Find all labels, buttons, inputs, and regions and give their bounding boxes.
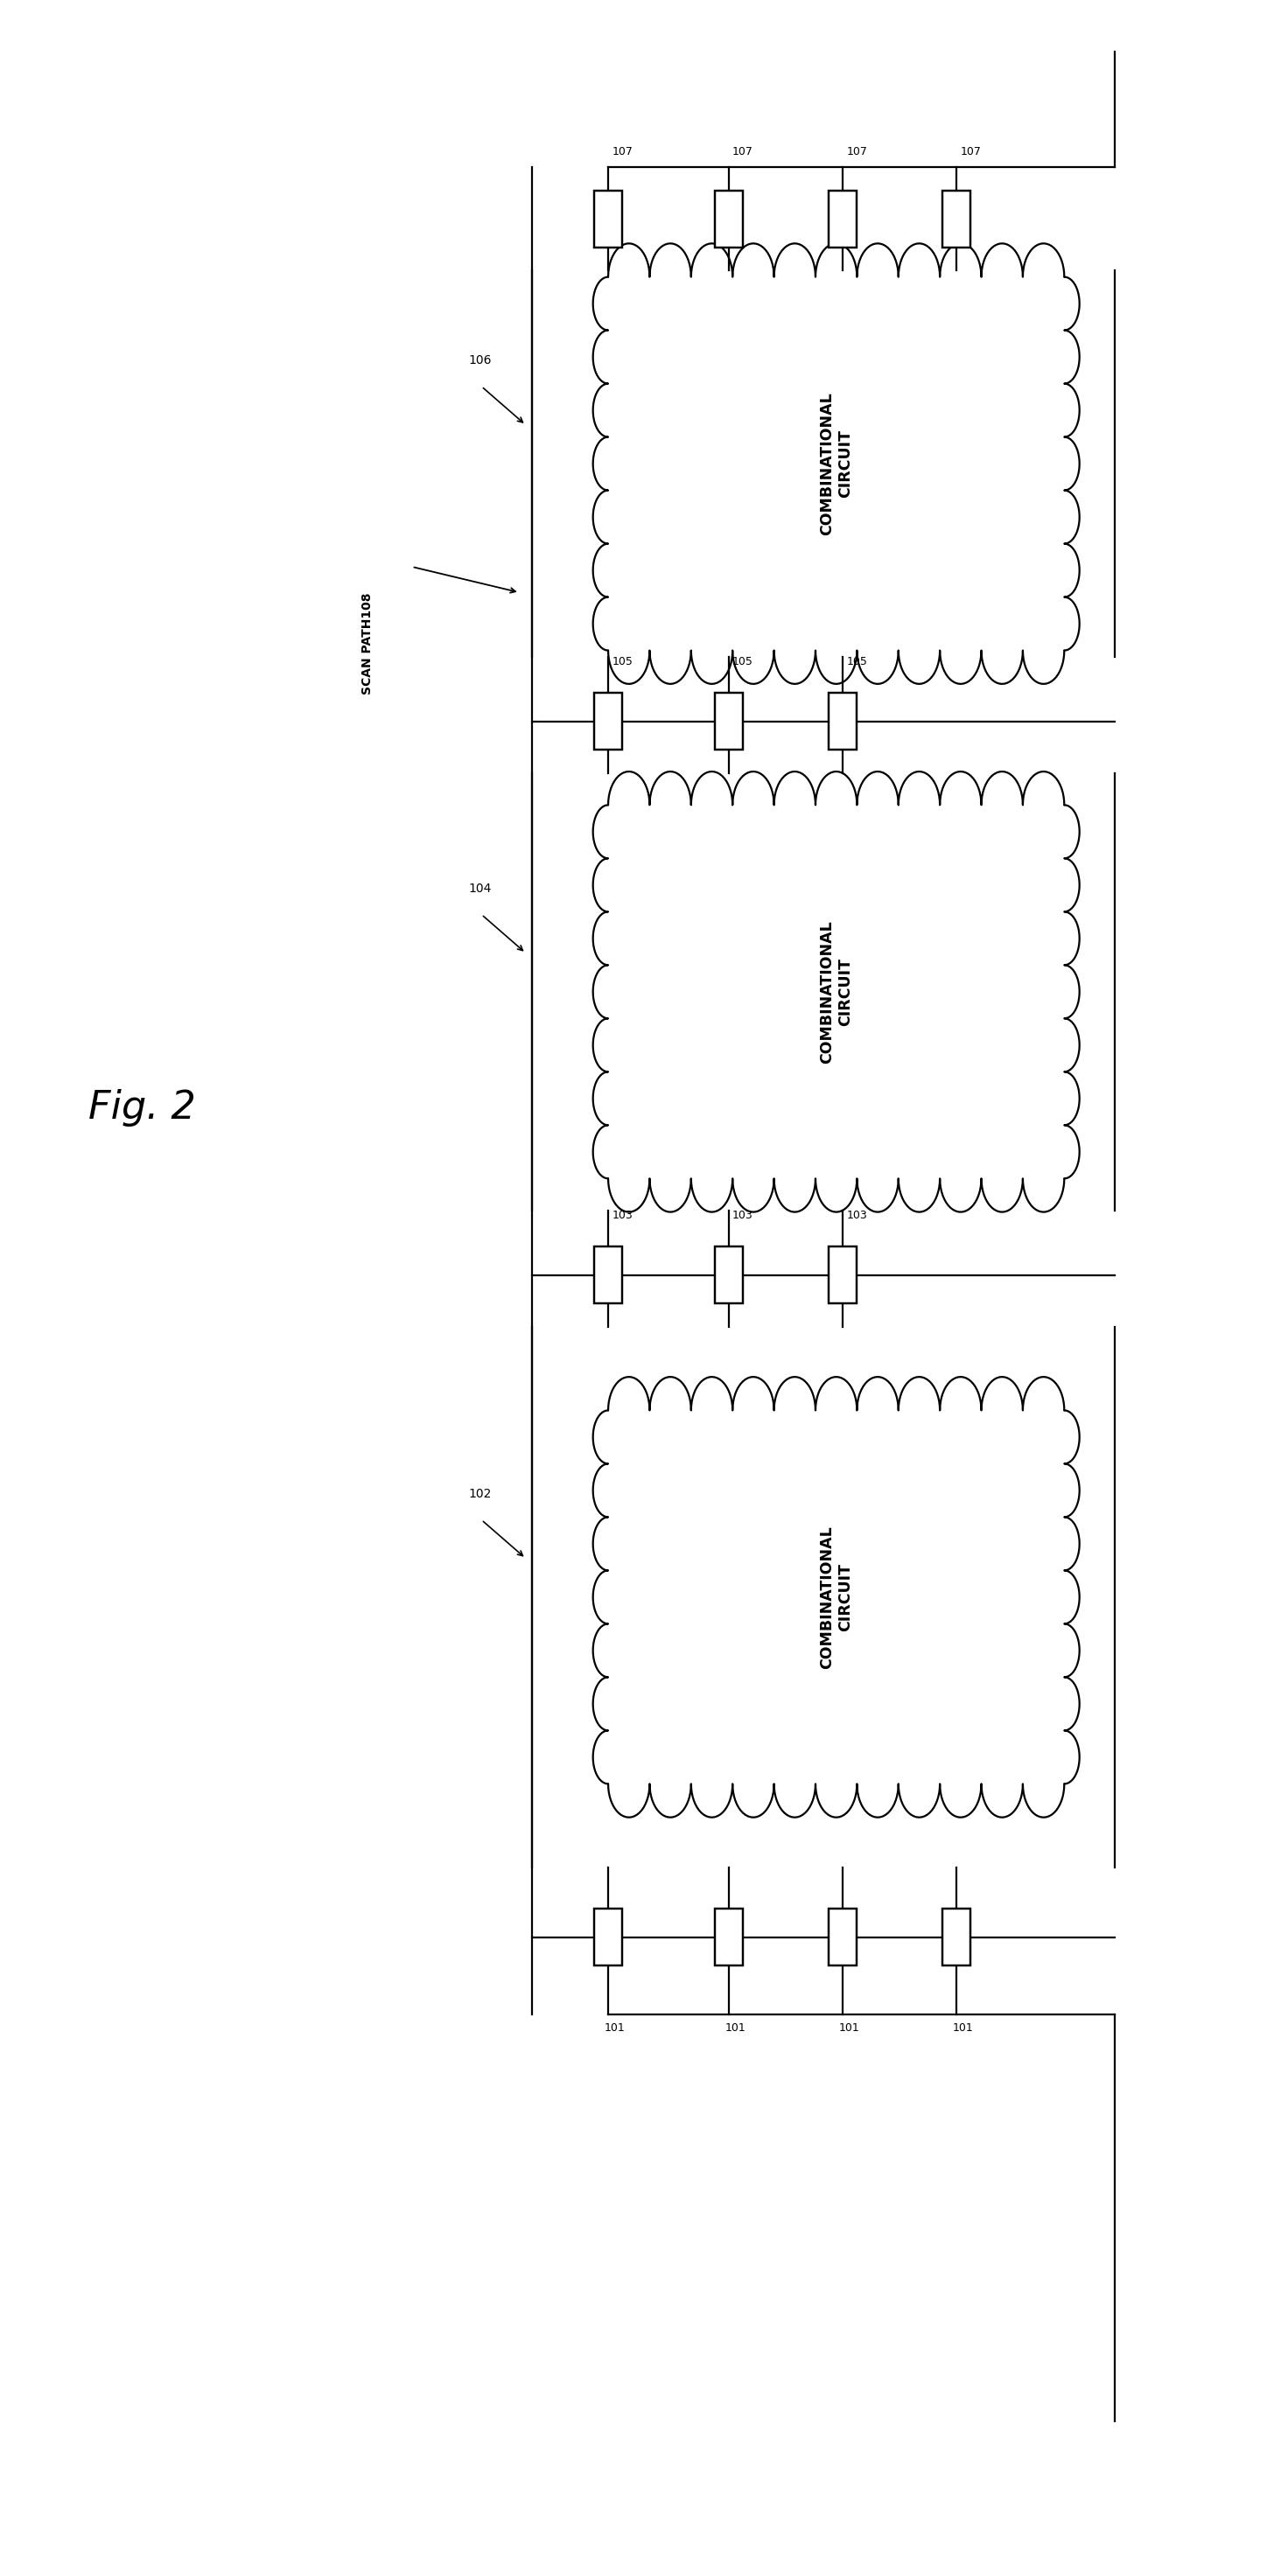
Bar [943, 1909, 971, 1965]
Text: 107: 107 [612, 147, 632, 157]
Bar [715, 693, 742, 750]
Text: 106: 106 [469, 355, 492, 366]
Text: 101: 101 [725, 2022, 745, 2032]
Text: 103: 103 [846, 1211, 867, 1221]
Bar [943, 191, 971, 247]
Bar [594, 191, 622, 247]
Text: 101: 101 [604, 2022, 625, 2032]
Text: 107: 107 [960, 147, 981, 157]
Text: 102: 102 [469, 1489, 492, 1499]
Text: COMBINATIONAL
CIRCUIT: COMBINATIONAL CIRCUIT [820, 920, 853, 1064]
Text: 103: 103 [732, 1211, 753, 1221]
Bar [594, 693, 622, 750]
Bar [829, 1909, 856, 1965]
Bar [829, 1247, 856, 1303]
Text: SCAN PATH108: SCAN PATH108 [361, 592, 374, 696]
Bar [715, 1909, 742, 1965]
Text: 101: 101 [953, 2022, 973, 2032]
Text: 104: 104 [469, 884, 492, 894]
Text: Fig. 2: Fig. 2 [89, 1090, 196, 1126]
Text: COMBINATIONAL
CIRCUIT: COMBINATIONAL CIRCUIT [820, 392, 853, 536]
Bar [594, 1909, 622, 1965]
Text: 101: 101 [839, 2022, 859, 2032]
Bar [594, 1247, 622, 1303]
Text: 107: 107 [846, 147, 867, 157]
Bar [829, 191, 856, 247]
Bar [829, 693, 856, 750]
Text: 103: 103 [612, 1211, 632, 1221]
Text: 105: 105 [846, 657, 867, 667]
Bar [715, 1247, 742, 1303]
Bar [715, 191, 742, 247]
Text: COMBINATIONAL
CIRCUIT: COMBINATIONAL CIRCUIT [820, 1525, 853, 1669]
Text: 107: 107 [732, 147, 753, 157]
Text: 105: 105 [612, 657, 632, 667]
Text: 105: 105 [732, 657, 753, 667]
